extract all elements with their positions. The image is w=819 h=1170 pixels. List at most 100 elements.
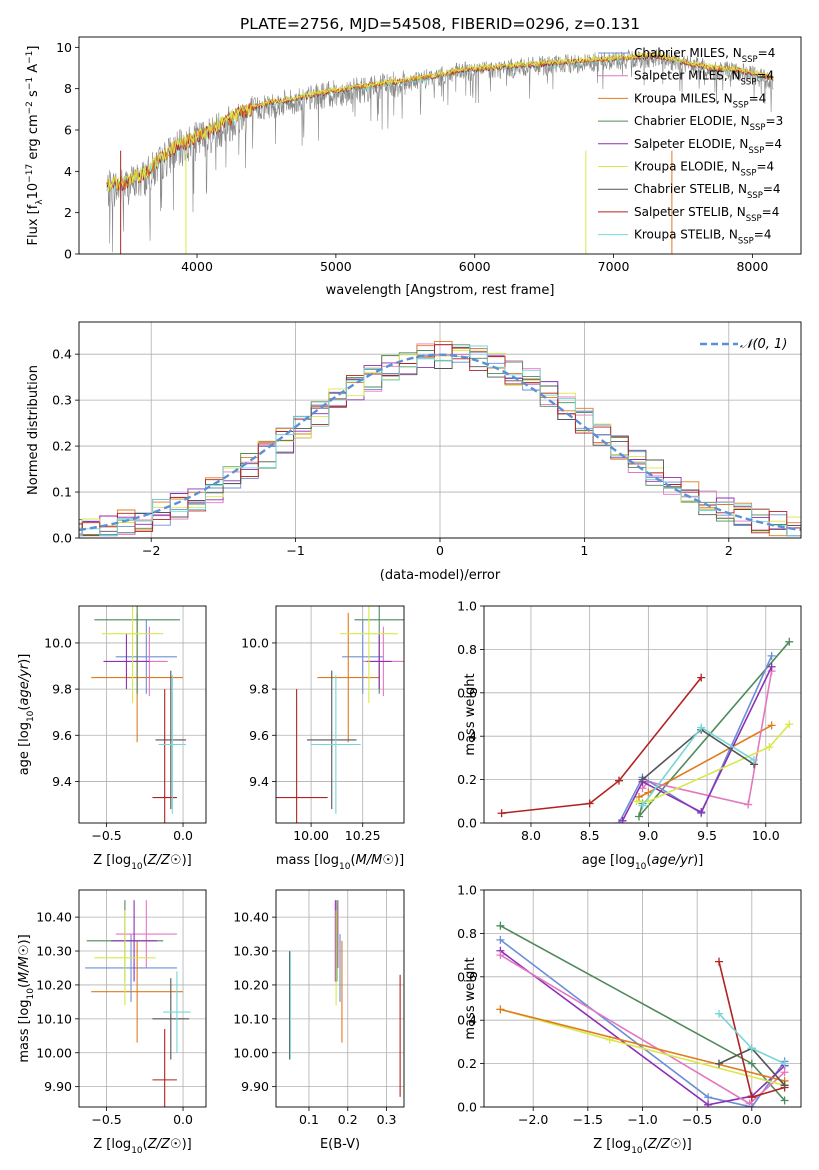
normal-curve bbox=[79, 353, 801, 532]
observed-spectrum bbox=[106, 49, 774, 253]
weight-point-marker bbox=[765, 743, 774, 752]
x-tick-label: 2 bbox=[725, 543, 733, 558]
axes-frame bbox=[78, 36, 802, 255]
axes-frame bbox=[275, 605, 405, 824]
x-axis-label: Z [log10(Z/Z☉)] bbox=[93, 853, 191, 872]
y-tick-label: 10.40 bbox=[36, 910, 72, 925]
axes-frame bbox=[78, 889, 207, 1108]
weight-point-marker bbox=[615, 776, 624, 785]
weight-point-marker bbox=[785, 720, 794, 729]
weight-point-marker bbox=[747, 1044, 756, 1053]
y-tick-label: 9.90 bbox=[44, 1079, 72, 1094]
legend-label: Salpeter MILES, NSSP=4 bbox=[634, 69, 774, 88]
y-tick-label: 9.6 bbox=[249, 728, 269, 743]
weight-point-marker bbox=[780, 1096, 789, 1105]
weight-point-marker bbox=[632, 797, 641, 806]
legend-label: Chabrier STELIB, NSSP=4 bbox=[634, 182, 781, 201]
x-tick-label: 5000 bbox=[320, 259, 352, 274]
histogram-lines bbox=[79, 341, 801, 537]
axes-frame bbox=[78, 321, 802, 539]
y-tick-label: 0.2 bbox=[52, 439, 72, 454]
x-tick-label: 9.5 bbox=[697, 828, 717, 843]
x-tick-label: −2 bbox=[142, 543, 160, 558]
y-tick-label: 0.1 bbox=[52, 485, 72, 500]
x-axis-label: E(B-V) bbox=[320, 1137, 360, 1152]
mass-vs-metallicity-panel: −0.5 0.0 9.90 10.00 10.10 10.20 10.30 10.40 Z [l… bbox=[17, 889, 207, 1156]
weight-point-marker bbox=[750, 756, 759, 765]
weight-point-marker bbox=[767, 651, 776, 660]
y-tick-label: 10.30 bbox=[36, 944, 72, 959]
y-tick-label: 10.30 bbox=[233, 944, 269, 959]
weight-point-marker bbox=[704, 1100, 713, 1107]
weight-point-marker bbox=[747, 1059, 756, 1068]
y-tick-label: 0.4 bbox=[457, 729, 477, 744]
x-tick-label: 4000 bbox=[181, 259, 213, 274]
weight-lines bbox=[497, 637, 794, 823]
residual-histogram bbox=[79, 341, 801, 537]
x-tick-label: −0.5 bbox=[91, 828, 121, 843]
weight-point-marker bbox=[634, 812, 643, 821]
y-tick-label: 9.6 bbox=[52, 728, 72, 743]
residual-histogram bbox=[79, 344, 801, 537]
weight-vs-metallicity-panel: −2.0 −1.5 −1.0 −0.5 0.0 0.0 0.2 0.4 0.6 0.8 1.0 Z [… bbox=[457, 883, 802, 1156]
x-axis-label: age [log10(age/yr)] bbox=[582, 853, 704, 872]
x-tick-label: 8000 bbox=[736, 259, 768, 274]
residual-histogram bbox=[79, 350, 801, 532]
model-spectrum bbox=[106, 51, 774, 192]
weight-series-line bbox=[499, 939, 786, 1107]
legend-label: Chabrier MILES, NSSP=4 bbox=[634, 46, 775, 65]
y-tick-label: 0.0 bbox=[52, 531, 72, 546]
weight-point-marker bbox=[697, 808, 706, 817]
weight-point-marker bbox=[697, 723, 706, 732]
x-tick-label: 8.5 bbox=[580, 828, 600, 843]
y-tick-label: 10.0 bbox=[241, 635, 269, 650]
y-tick-label: 0.3 bbox=[52, 393, 72, 408]
y-tick-label: 0.4 bbox=[52, 347, 72, 362]
weight-point-marker bbox=[745, 1099, 754, 1107]
x-tick-label: −0.5 bbox=[682, 1112, 712, 1127]
mass-vs-extinction-panel: 0.1 0.2 0.3 9.90 10.00 10.10 10.20 10.30 10.40 E(… bbox=[233, 889, 405, 1152]
weight-point-marker bbox=[496, 951, 505, 960]
weight-point-marker bbox=[715, 1059, 724, 1068]
weight-point-marker bbox=[747, 1093, 756, 1102]
y-tick-label: 9.90 bbox=[241, 1079, 269, 1094]
weight-point-marker bbox=[715, 1009, 724, 1018]
weight-point-marker bbox=[744, 800, 753, 809]
weight-point-marker bbox=[785, 637, 794, 646]
error-bars bbox=[276, 606, 404, 823]
x-tick-label: 8.0 bbox=[521, 828, 541, 843]
legend-label: Chabrier ELODIE, NSSP=3 bbox=[634, 114, 783, 133]
x-axis-label: (data-model)/error bbox=[380, 568, 501, 583]
weight-point-marker bbox=[767, 662, 776, 671]
y-tick-label: 6 bbox=[64, 123, 72, 138]
y-tick-label: 0 bbox=[64, 247, 72, 262]
y-tick-label: 0.8 bbox=[457, 926, 477, 941]
y-tick-label: 10.10 bbox=[36, 1011, 72, 1026]
x-tick-label: −1.0 bbox=[627, 1112, 657, 1127]
weight-series-line bbox=[500, 1008, 785, 1082]
weight-series-line bbox=[636, 723, 790, 803]
spectrum-lines bbox=[106, 49, 774, 254]
axes-frame bbox=[483, 605, 802, 824]
weight-point-marker bbox=[638, 801, 647, 810]
y-tick-label: 0.2 bbox=[457, 772, 477, 787]
legend-label: Kroupa STELIB, NSSP=4 bbox=[634, 228, 772, 247]
y-tick-label: 10.0 bbox=[44, 635, 72, 650]
figure-title: PLATE=2756, MJD=54508, FIBERID=0296, z=0… bbox=[240, 15, 640, 33]
x-tick-label: 10.0 bbox=[752, 828, 780, 843]
y-tick-label: 9.4 bbox=[249, 774, 269, 789]
y-tick-label: 0.6 bbox=[457, 969, 477, 984]
y-axis-label: mass [log10(M/M☉)] bbox=[17, 934, 36, 1062]
y-tick-label: 9.8 bbox=[249, 682, 269, 697]
x-tick-label: 0.1 bbox=[299, 1112, 319, 1127]
spectrum-panel: 4000 5000 6000 7000 8000 0 2 4 6 8 10 wavelength [A… bbox=[25, 36, 802, 298]
weight-point-marker bbox=[634, 792, 643, 801]
x-tick-label: 9.0 bbox=[638, 828, 658, 843]
x-tick-label: 0.3 bbox=[377, 1112, 397, 1127]
x-axis-label: Z [log10(Z/Z☉)] bbox=[93, 1137, 191, 1156]
residual-histogram bbox=[79, 351, 801, 537]
weight-point-marker bbox=[638, 775, 647, 784]
y-tick-label: 10.40 bbox=[233, 910, 269, 925]
x-tick-label: −1.5 bbox=[573, 1112, 603, 1127]
